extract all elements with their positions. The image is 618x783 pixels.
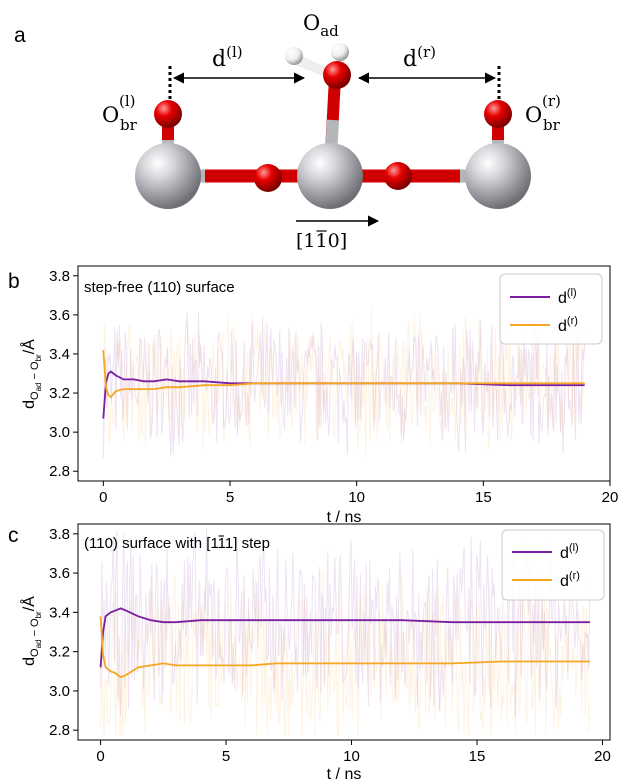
noise-trace bbox=[102, 312, 586, 458]
y-tick-label: 3.4 bbox=[49, 346, 70, 363]
series-d-left-line bbox=[99, 607, 590, 668]
o-ad-atom bbox=[323, 61, 351, 89]
o-ad-label: Oad bbox=[303, 11, 339, 40]
svg-text:br: br bbox=[120, 116, 138, 134]
x-tick-label: 0 bbox=[99, 489, 107, 506]
legend-label-d-left: d(l) bbox=[560, 542, 579, 562]
x-tick-label: 10 bbox=[348, 489, 365, 506]
panel-a-letter: a bbox=[14, 24, 26, 47]
legend-label-d-left: d(l) bbox=[558, 287, 577, 307]
h-atom bbox=[285, 47, 303, 65]
ti-atom-right bbox=[465, 143, 531, 209]
o-br-left-atom bbox=[154, 100, 182, 128]
atoms bbox=[135, 43, 531, 209]
panel-c-y-axis: 2.8 3.0 3.2 3.4 3.6 3.8 bbox=[49, 526, 78, 739]
x-tick-label: 20 bbox=[602, 489, 618, 506]
noise-trace bbox=[100, 570, 591, 737]
panel-b-legend: d(l) d(r) bbox=[499, 273, 603, 345]
y-tick-label: 2.8 bbox=[49, 722, 70, 739]
y-tick-label: 3.2 bbox=[49, 385, 70, 402]
svg-text:(r): (r) bbox=[542, 92, 561, 110]
svg-text:(l): (l) bbox=[119, 92, 136, 110]
panel-b-chart: b 0 5 10 15 20 2.8 3.0 3.2 3.4 3.6 3.8 step-free … bbox=[8, 265, 618, 526]
panel-c-chart: c 0 5 10 15 20 2.8 3.0 3.2 3.4 3.6 3.8 (110) surf… bbox=[8, 523, 611, 783]
y-tick-label: 3.2 bbox=[49, 644, 70, 661]
panel-c-x-label: t / ns bbox=[327, 766, 362, 783]
svg-text:(110) surface with [111] step: (110) surface with [111] step bbox=[84, 535, 270, 552]
y-tick-label: 3.8 bbox=[49, 268, 70, 285]
y-tick-label: 3.6 bbox=[49, 307, 70, 324]
panel-b-x-axis: 0 5 10 15 20 bbox=[99, 481, 618, 506]
panel-b-series bbox=[102, 349, 585, 419]
svg-text:O: O bbox=[102, 103, 119, 127]
legend-label-d-right: d(r) bbox=[558, 315, 578, 335]
panel-b-x-label: t / ns bbox=[327, 509, 362, 526]
ti-atom-left bbox=[135, 143, 201, 209]
panel-b-inset-title: step-free (110) surface bbox=[84, 279, 235, 296]
o-bridge-atom bbox=[384, 162, 412, 190]
panel-c-x-axis: 0 5 10 15 20 bbox=[96, 740, 611, 765]
panel-c-letter: c bbox=[8, 524, 19, 547]
y-tick-label: 3.0 bbox=[49, 424, 70, 441]
h-atom bbox=[331, 43, 349, 61]
panel-b-y-axis: 2.8 3.0 3.2 3.4 3.6 3.8 bbox=[49, 268, 78, 480]
o-br-right-label: O (r) br bbox=[525, 92, 561, 134]
o-bridge-atom bbox=[254, 164, 282, 192]
o-br-right-atom bbox=[484, 100, 512, 128]
panel-c-plot-frame bbox=[77, 523, 611, 741]
d-left-label: d(l) bbox=[212, 43, 243, 72]
d-right-label: d(r) bbox=[403, 43, 436, 72]
x-tick-label: 15 bbox=[475, 489, 492, 506]
x-tick-label: 10 bbox=[343, 748, 360, 765]
legend-label-d-right: d(r) bbox=[560, 570, 580, 590]
noise-trace bbox=[100, 527, 591, 718]
x-tick-label: 5 bbox=[226, 489, 234, 506]
panel-b-y-label: dOad − Obr/Å bbox=[19, 339, 43, 409]
panel-a-schematic: a bbox=[14, 11, 561, 252]
y-tick-label: 3.4 bbox=[49, 604, 70, 621]
panel-c-y-label: dOad − Obr/Å bbox=[19, 596, 43, 666]
x-tick-label: 5 bbox=[222, 748, 230, 765]
y-tick-label: 3.8 bbox=[49, 526, 70, 543]
direction-label: [110] bbox=[296, 230, 347, 252]
panel-c-noise-band bbox=[100, 527, 591, 737]
series-d-right-line bbox=[99, 616, 590, 679]
x-tick-label: 20 bbox=[594, 748, 611, 765]
y-tick-label: 2.8 bbox=[49, 463, 70, 480]
panel-c-inset-title: (110) surface with [111] step bbox=[84, 535, 270, 552]
ti-atom-center bbox=[297, 143, 363, 209]
panel-b-letter: b bbox=[8, 270, 20, 293]
panel-c-legend: d(l) d(r) bbox=[501, 529, 605, 601]
panel-c-series bbox=[99, 607, 590, 679]
svg-text:O: O bbox=[525, 103, 542, 127]
o-br-left-label: O (l) br bbox=[102, 92, 138, 134]
x-tick-label: 0 bbox=[96, 748, 104, 765]
panel-b-plot-frame bbox=[77, 265, 611, 482]
series-d-right-line bbox=[102, 349, 585, 399]
x-tick-label: 15 bbox=[469, 748, 486, 765]
svg-text:[110]: [110] bbox=[296, 230, 347, 252]
y-tick-label: 3.0 bbox=[49, 683, 70, 700]
y-tick-label: 3.6 bbox=[49, 565, 70, 582]
svg-text:br: br bbox=[543, 116, 561, 134]
